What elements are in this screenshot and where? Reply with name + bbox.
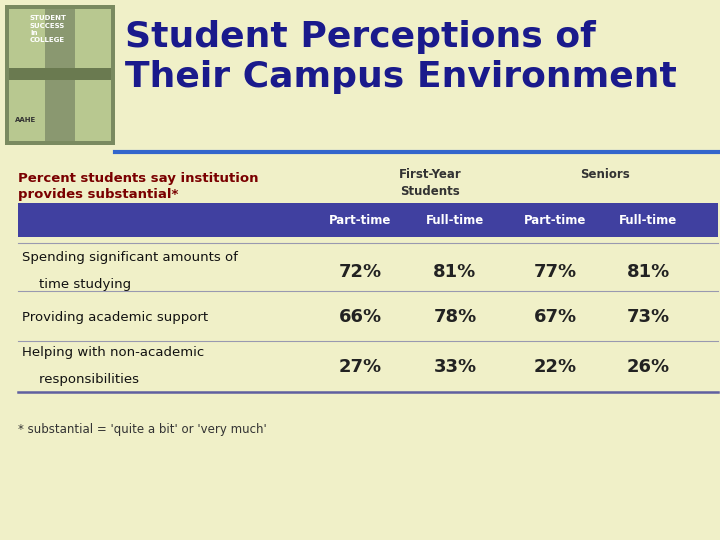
Bar bbox=[45, 9, 75, 141]
Text: Providing academic support: Providing academic support bbox=[22, 310, 208, 323]
Text: 67%: 67% bbox=[534, 308, 577, 326]
Text: STUDENT
SUCCESS
in
COLLEGE: STUDENT SUCCESS in COLLEGE bbox=[30, 15, 67, 44]
Bar bbox=[5, 5, 115, 145]
Text: 73%: 73% bbox=[626, 308, 670, 326]
Bar bbox=[9, 9, 111, 141]
Text: 66%: 66% bbox=[338, 308, 382, 326]
Text: First-Year
Students: First-Year Students bbox=[399, 168, 462, 198]
Text: provides substantial*: provides substantial* bbox=[18, 188, 179, 201]
Text: Their Campus Environment: Their Campus Environment bbox=[125, 60, 677, 94]
Text: Percent students say institution: Percent students say institution bbox=[18, 172, 258, 185]
Text: 22%: 22% bbox=[534, 358, 577, 376]
Text: Spending significant amounts of: Spending significant amounts of bbox=[22, 251, 238, 264]
Text: Student Perceptions of: Student Perceptions of bbox=[125, 20, 596, 54]
Text: Full-time: Full-time bbox=[426, 213, 484, 226]
Text: 77%: 77% bbox=[534, 263, 577, 281]
Text: CREATING CONDITIONS THAT MATTER: CREATING CONDITIONS THAT MATTER bbox=[9, 73, 91, 77]
Text: Full-time: Full-time bbox=[619, 213, 677, 226]
Text: time studying: time studying bbox=[22, 278, 131, 291]
Text: Seniors: Seniors bbox=[580, 168, 630, 181]
Bar bbox=[9, 68, 111, 80]
Bar bbox=[18, 203, 718, 237]
Text: 78%: 78% bbox=[433, 308, 477, 326]
Text: Part-time: Part-time bbox=[524, 213, 586, 226]
Text: 27%: 27% bbox=[338, 358, 382, 376]
Text: Part-time: Part-time bbox=[329, 213, 391, 226]
Text: 81%: 81% bbox=[433, 263, 477, 281]
Text: 33%: 33% bbox=[433, 358, 477, 376]
Text: 26%: 26% bbox=[626, 358, 670, 376]
Text: AAHE: AAHE bbox=[15, 117, 36, 123]
Text: 72%: 72% bbox=[338, 263, 382, 281]
Text: * substantial = 'quite a bit' or 'very much': * substantial = 'quite a bit' or 'very m… bbox=[18, 423, 266, 436]
Text: emphasis:: emphasis: bbox=[18, 204, 94, 217]
Text: responsibilities: responsibilities bbox=[22, 373, 139, 386]
Text: Helping with non-academic: Helping with non-academic bbox=[22, 346, 204, 359]
Text: 81%: 81% bbox=[626, 263, 670, 281]
